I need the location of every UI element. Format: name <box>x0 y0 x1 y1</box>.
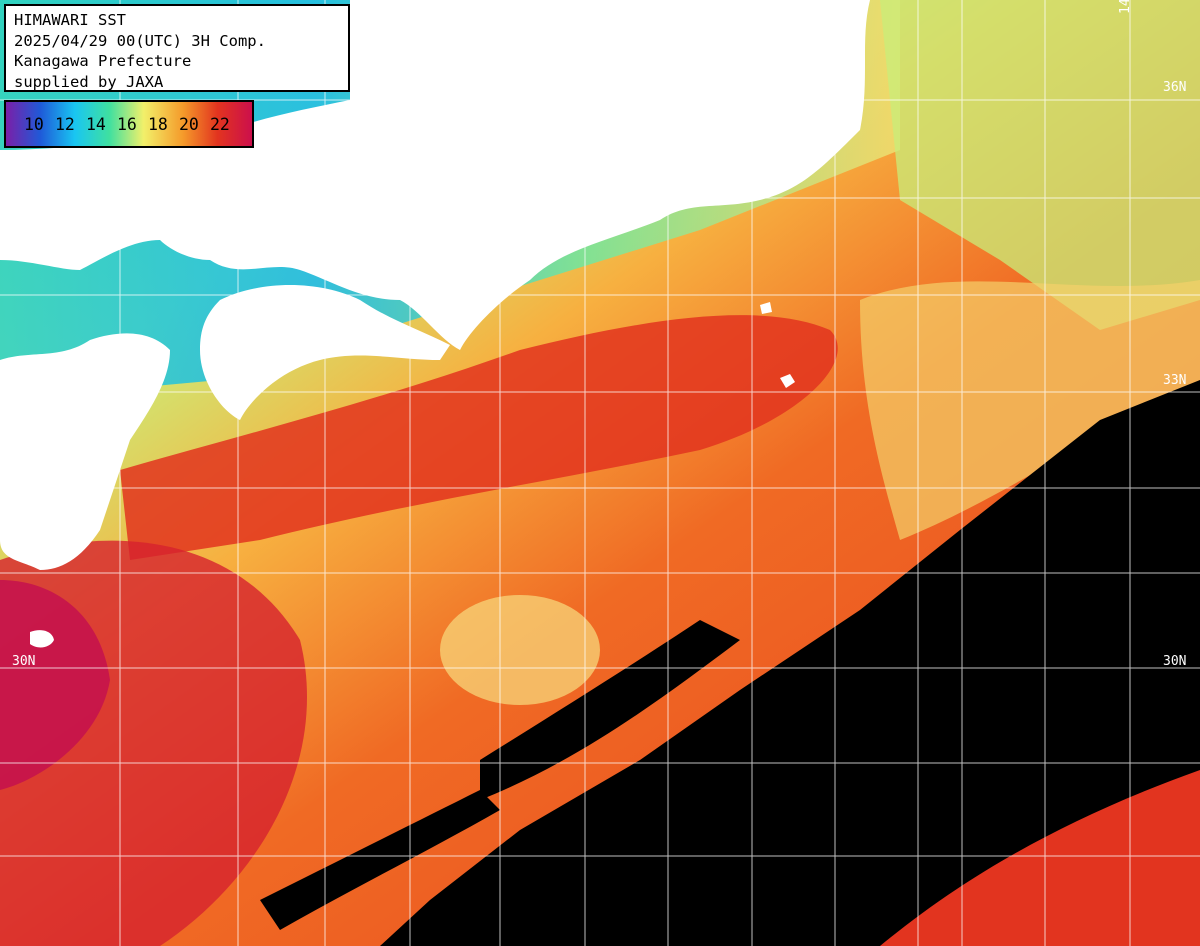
region-label: Kanagawa Prefecture <box>14 52 192 70</box>
lat-label-36n: 36N <box>1163 80 1187 95</box>
no-data-streak <box>480 620 740 800</box>
legend-tick-22: 22 <box>210 114 230 134</box>
no-data-streak-2 <box>260 790 500 930</box>
land-yakushima <box>30 630 54 648</box>
land-hachijo <box>780 374 795 388</box>
legend-tick-20: 20 <box>179 114 199 134</box>
lat-label-30n-right: 30N <box>1163 654 1187 669</box>
cool-eddy <box>440 595 600 705</box>
legend-tick-12: 12 <box>55 114 75 134</box>
data-credit: supplied by JAXA <box>14 72 164 91</box>
cool-water-northeast <box>880 0 1200 330</box>
kuroshio-warm-band <box>120 315 838 560</box>
land-oshima <box>760 302 772 314</box>
legend-tick-14: 14 <box>86 114 106 134</box>
warm-patch-southeast <box>880 770 1200 946</box>
lat-label-33n: 33N <box>1163 373 1187 388</box>
product-title: HIMAWARI SST <box>14 11 126 29</box>
warm-yellow-east <box>860 280 1200 540</box>
observation-time: 2025/04/29 00(UTC) 3H Comp. <box>14 31 266 50</box>
legend-tick-16: 16 <box>117 114 137 134</box>
legend-tick-18: 18 <box>148 114 168 134</box>
legend-tick-10: 10 <box>24 114 44 134</box>
lat-label-30n-left: 30N <box>12 654 36 669</box>
land-kyushu <box>0 333 170 570</box>
land-honshu <box>0 0 870 350</box>
temperature-legend: 10 12 14 16 18 20 22 <box>4 100 254 148</box>
map-info-box: HIMAWARI SST 2025/04/29 00(UTC) 3H Comp.… <box>4 4 350 92</box>
hot-spot-southwest <box>0 580 110 790</box>
lon-label-141e: 141E <box>1118 0 1133 14</box>
